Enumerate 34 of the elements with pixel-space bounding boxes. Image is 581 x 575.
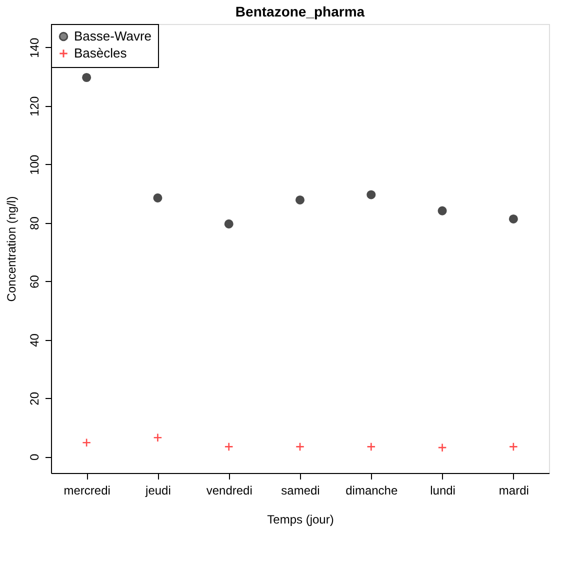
point — [82, 438, 92, 448]
y-tick-label: 120 — [28, 96, 42, 116]
y-tick-label: 40 — [28, 333, 42, 347]
y-tick-label: 80 — [28, 216, 42, 230]
point — [438, 206, 447, 216]
y-tick-label: 100 — [28, 154, 42, 175]
point — [366, 190, 376, 200]
x-tick-label: vendredi — [206, 484, 252, 498]
point — [508, 442, 518, 452]
y-tick-label: 0 — [28, 453, 42, 460]
x-tick-label: samedi — [281, 484, 320, 498]
point — [224, 442, 234, 452]
y-tick-label: 20 — [28, 392, 42, 406]
y-tick-label: 140 — [28, 38, 42, 58]
point — [508, 214, 518, 224]
point — [295, 195, 305, 204]
y-tick-label: 60 — [28, 274, 42, 288]
legend-label: Basse-Wavre — [74, 28, 152, 44]
point — [82, 72, 92, 82]
point — [295, 442, 305, 452]
chart-title: Bentazone_pharma — [235, 4, 365, 20]
point — [224, 219, 234, 228]
x-tick-label: jeudi — [144, 484, 171, 498]
point — [153, 433, 162, 442]
y-axis-title: Concentration (ng/l) — [4, 196, 18, 302]
x-tick-label: mardi — [498, 484, 529, 498]
legend-label: Basècles — [74, 46, 128, 60]
x-tick-label: dimanche — [346, 484, 398, 498]
x-axis-title: Temps (jour) — [267, 512, 334, 526]
x-tick-label: lundi — [430, 484, 456, 498]
point — [366, 442, 376, 452]
point — [153, 193, 162, 202]
x-tick-label: mercredi — [64, 484, 110, 498]
point — [438, 443, 447, 452]
